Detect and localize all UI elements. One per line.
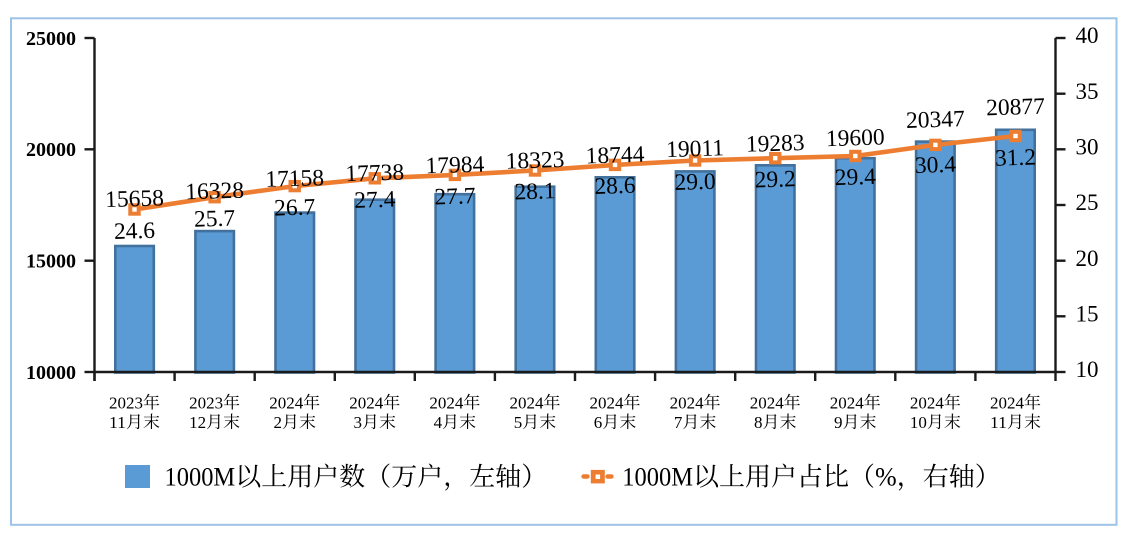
- svg-text:17984: 17984: [425, 152, 485, 180]
- svg-text:20000: 20000: [26, 139, 76, 161]
- svg-text:2024: 2024: [750, 393, 785, 412]
- svg-text:2024: 2024: [990, 393, 1025, 412]
- svg-text:2024: 2024: [910, 393, 945, 412]
- svg-text:17158: 17158: [265, 165, 325, 193]
- svg-text:15658: 15658: [105, 185, 165, 213]
- svg-text:6: 6: [594, 413, 603, 432]
- svg-text:19283: 19283: [745, 130, 805, 158]
- svg-text:15000: 15000: [26, 251, 76, 273]
- svg-text:9: 9: [834, 413, 843, 432]
- svg-text:10: 10: [910, 413, 927, 432]
- svg-text:29.4: 29.4: [834, 164, 876, 191]
- svg-text:2024: 2024: [830, 393, 865, 412]
- svg-text:20: 20: [1076, 246, 1099, 271]
- svg-text:25000: 25000: [26, 28, 76, 50]
- svg-text:31.2: 31.2: [995, 144, 1037, 171]
- svg-text:2: 2: [274, 413, 283, 432]
- svg-text:20347: 20347: [906, 106, 966, 134]
- svg-text:35: 35: [1076, 79, 1099, 104]
- svg-text:3: 3: [354, 413, 363, 432]
- svg-text:27.7: 27.7: [434, 183, 476, 210]
- svg-text:8: 8: [754, 413, 763, 432]
- svg-text:18323: 18323: [505, 147, 565, 175]
- svg-text:11: 11: [990, 413, 1007, 432]
- svg-text:2023: 2023: [189, 393, 223, 412]
- svg-text:30.4: 30.4: [914, 152, 956, 179]
- svg-text:25: 25: [1076, 190, 1099, 215]
- svg-text:27.4: 27.4: [354, 187, 396, 214]
- svg-text:10000: 10000: [26, 362, 76, 384]
- svg-text:4: 4: [434, 413, 443, 432]
- svg-text:2024: 2024: [349, 393, 384, 412]
- svg-text:2024: 2024: [510, 393, 545, 412]
- svg-text:5: 5: [514, 413, 523, 432]
- svg-text:2024: 2024: [590, 393, 625, 412]
- svg-text:17738: 17738: [345, 159, 405, 187]
- svg-text:28.6: 28.6: [594, 173, 636, 200]
- svg-text:7: 7: [674, 413, 683, 432]
- svg-text:12: 12: [189, 413, 206, 432]
- svg-text:16328: 16328: [185, 178, 245, 206]
- svg-text:15: 15: [1076, 302, 1099, 327]
- svg-text:2024: 2024: [670, 393, 705, 412]
- svg-text:30: 30: [1076, 135, 1099, 160]
- svg-text:2024: 2024: [269, 393, 304, 412]
- svg-text:26.7: 26.7: [274, 194, 316, 221]
- svg-text:40: 40: [1076, 23, 1099, 48]
- svg-text:28.1: 28.1: [514, 178, 556, 205]
- svg-text:25.7: 25.7: [194, 205, 236, 232]
- svg-text:19011: 19011: [666, 135, 725, 163]
- svg-text:2023: 2023: [109, 393, 143, 412]
- svg-text:29.0: 29.0: [674, 169, 716, 196]
- svg-text:1000M: 1000M: [165, 463, 236, 492]
- svg-text:29.2: 29.2: [754, 166, 796, 193]
- svg-text:%: %: [875, 463, 897, 492]
- svg-text:20877: 20877: [986, 94, 1046, 122]
- svg-text:2024: 2024: [429, 393, 464, 412]
- svg-text:11: 11: [109, 413, 126, 432]
- svg-text:10: 10: [1076, 357, 1099, 382]
- svg-text:24.6: 24.6: [114, 218, 156, 245]
- svg-text:18744: 18744: [585, 142, 645, 170]
- svg-text:1000M: 1000M: [622, 463, 693, 492]
- svg-text:19600: 19600: [826, 124, 886, 152]
